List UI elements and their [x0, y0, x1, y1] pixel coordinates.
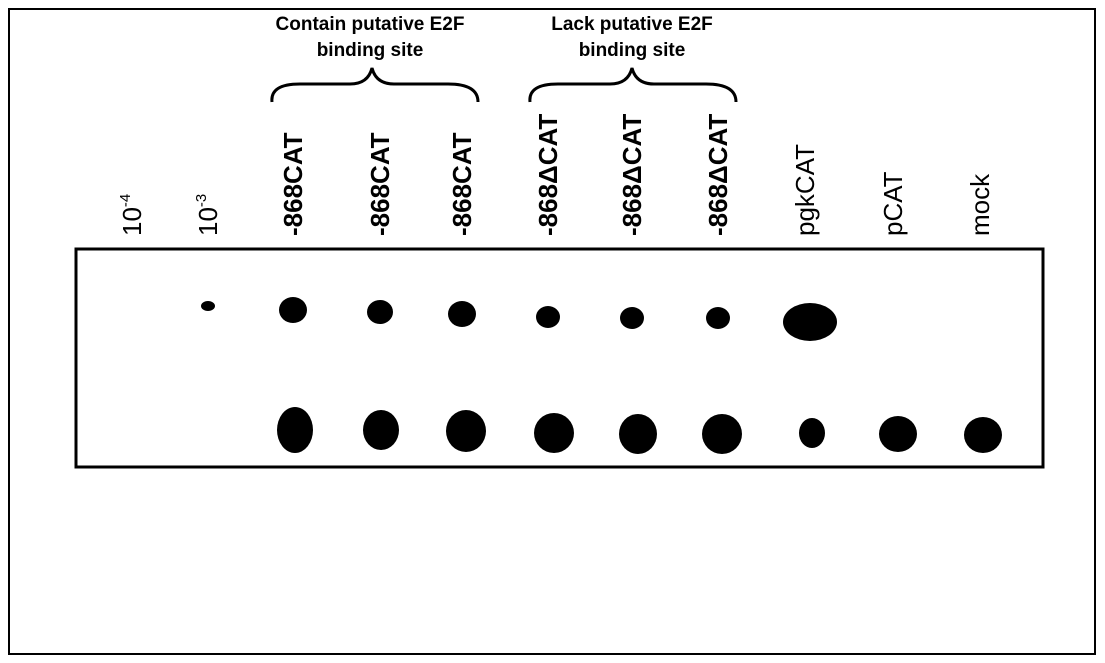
dot — [279, 297, 307, 323]
dot — [964, 417, 1002, 453]
lane-label: -868CAT — [278, 132, 308, 236]
dots — [201, 297, 1002, 454]
dot — [620, 307, 644, 329]
lane-label: -868CAT — [365, 132, 395, 236]
group-heading: Contain putative E2F — [276, 14, 465, 35]
dot — [702, 414, 742, 454]
lane-label: pCAT — [878, 171, 908, 236]
lane-label: 10-3 — [193, 194, 223, 236]
lane-labels: 10-410-3 -868CAT -868CAT -868CAT -868ΔCAT -86… — [117, 114, 995, 236]
blot-frame — [74, 247, 1045, 469]
dot — [201, 301, 215, 311]
lane-label: pgkCAT — [790, 144, 820, 236]
lane-label-base: 10 — [117, 207, 147, 236]
dot — [534, 413, 574, 453]
dot — [799, 418, 825, 448]
brace — [270, 67, 480, 103]
group-heading: binding site — [579, 40, 686, 61]
dot — [446, 410, 486, 452]
figure-border — [8, 8, 1096, 655]
dot — [448, 301, 476, 327]
dot — [619, 414, 657, 454]
group-heading: Lack putative E2F — [551, 14, 713, 35]
lane-label-exponent: -4 — [117, 194, 134, 207]
brace — [528, 67, 738, 103]
lane-label: -868ΔCAT — [617, 114, 647, 236]
lane-label-base: 10 — [193, 207, 223, 236]
lane-label: -868ΔCAT — [533, 114, 563, 236]
lane-label: -868ΔCAT — [703, 114, 733, 236]
dot — [536, 306, 560, 328]
lane-label: 10-4 — [117, 194, 147, 236]
lane-label: mock — [965, 173, 995, 236]
dot — [706, 307, 730, 329]
dot — [277, 407, 313, 453]
lane-label: -868CAT — [447, 132, 477, 236]
group-heading: binding site — [317, 40, 424, 61]
dot — [879, 416, 917, 452]
dot — [367, 300, 393, 324]
lane-label-exponent: -3 — [193, 194, 210, 207]
dot — [783, 303, 837, 341]
dot — [363, 410, 399, 450]
